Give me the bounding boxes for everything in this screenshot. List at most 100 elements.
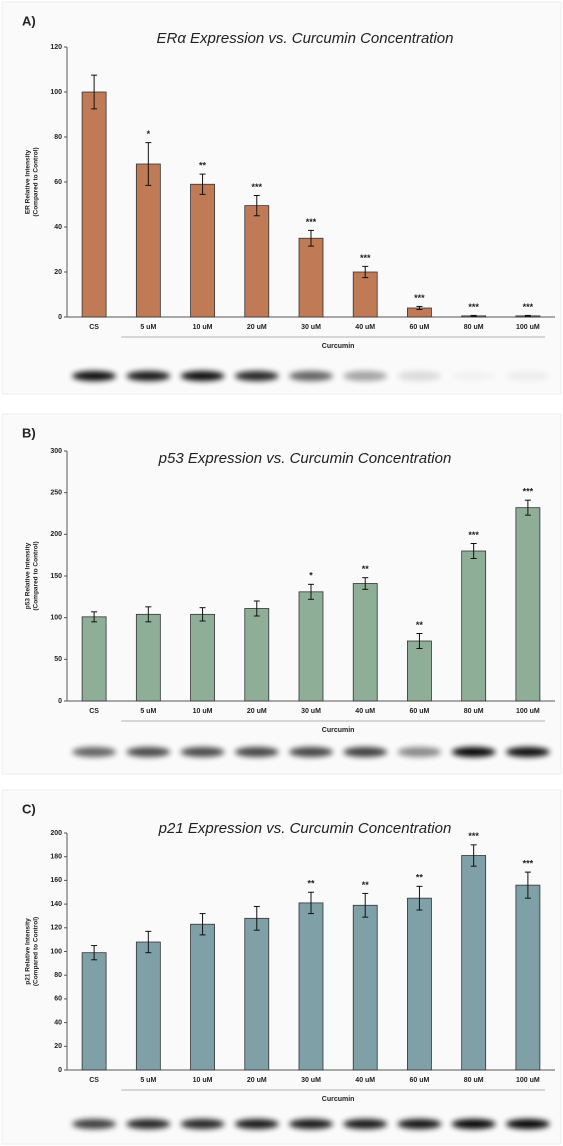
blot-band (343, 371, 387, 381)
blot-band (343, 747, 387, 757)
significance: ** (416, 873, 424, 883)
chart-title: ERα Expression vs. Curcumin Concentratio… (156, 30, 453, 47)
blot-band (289, 371, 333, 381)
x-tick-label: 100 uM (516, 708, 540, 715)
y-axis-label: (Compared to Control) (33, 541, 40, 610)
y-tick-label: 180 (50, 854, 62, 861)
y-tick-label: 40 (54, 1019, 62, 1026)
figure: A) ERα Expression vs. Curcumin Concentrat… (0, 0, 563, 1146)
bar (191, 924, 215, 1070)
y-tick-label: 60 (54, 179, 62, 186)
x-tick-label: 100 uM (516, 1077, 540, 1084)
bar (191, 614, 215, 701)
bar (353, 272, 377, 317)
y-axis-label: (Compared to Control) (33, 147, 40, 216)
y-tick-label: 120 (50, 925, 62, 932)
significance: *** (523, 858, 534, 868)
bar (82, 92, 106, 317)
significance: ** (307, 879, 315, 889)
y-tick-label: 100 (50, 948, 62, 955)
blot-band (506, 1119, 550, 1129)
x-tick-label: 20 uM (247, 1077, 267, 1084)
significance: * (309, 571, 313, 581)
significance: *** (252, 182, 263, 192)
blot-band (452, 747, 496, 757)
blot-band (452, 1119, 496, 1129)
blot-band (506, 371, 550, 381)
bar (299, 238, 323, 317)
x-tick-label: 40 uM (355, 1077, 375, 1084)
significance: * (147, 129, 151, 139)
y-tick-label: 250 (50, 490, 62, 497)
panel-label: A) (22, 13, 36, 28)
y-axis-label: ER Relative Intensity (25, 149, 32, 214)
y-tick-label: 0 (58, 698, 62, 705)
significance: ** (416, 620, 424, 630)
y-tick-label: 0 (58, 314, 62, 321)
blot-band (506, 747, 550, 757)
significance: *** (414, 293, 425, 303)
y-tick-label: 40 (54, 224, 62, 231)
y-tick-label: 100 (50, 615, 62, 622)
bar (407, 898, 431, 1070)
bar (353, 905, 377, 1070)
blot-band (289, 747, 333, 757)
significance: *** (523, 487, 534, 497)
x-tick-label: 20 uM (247, 708, 267, 715)
x-tick-label: 80 uM (464, 1077, 484, 1084)
y-tick-label: 140 (50, 901, 62, 908)
y-tick-label: 150 (50, 573, 62, 580)
blot-band (397, 1119, 441, 1129)
y-tick-label: 80 (54, 134, 62, 141)
bar (82, 617, 106, 701)
y-tick-label: 20 (54, 269, 62, 276)
bar (245, 918, 269, 1070)
significance: *** (468, 302, 479, 312)
x-tick-label: 5 uM (140, 324, 156, 331)
panel-label: B) (22, 425, 36, 440)
blot-band (289, 1119, 333, 1129)
significance: *** (468, 831, 479, 841)
panel-label: C) (22, 801, 36, 816)
blot-band (126, 371, 170, 381)
x-tick-label: 80 uM (464, 324, 484, 331)
y-tick-label: 200 (50, 830, 62, 837)
chart-title: p21 Expression vs. Curcumin Concentratio… (158, 820, 452, 837)
x-tick-label: 60 uM (410, 324, 430, 331)
blot-band (181, 747, 225, 757)
blot-band (126, 747, 170, 757)
significance: *** (360, 253, 371, 263)
x-tick-label: 5 uM (140, 1077, 156, 1084)
x-tick-label: 10 uM (193, 708, 213, 715)
x-axis-label: Curcumin (322, 727, 355, 734)
bar (462, 551, 486, 701)
x-axis-label: Curcumin (322, 1096, 355, 1103)
bar (191, 184, 215, 317)
blot-band (126, 1119, 170, 1129)
chart-title: p53 Expression vs. Curcumin Concentratio… (158, 450, 452, 467)
y-tick-label: 20 (54, 1043, 62, 1050)
blot-band (72, 371, 116, 381)
x-axis-label: Curcumin (322, 343, 355, 350)
x-tick-label: 30 uM (301, 1077, 321, 1084)
x-tick-label: 10 uM (193, 1077, 213, 1084)
bar (136, 164, 160, 317)
y-tick-label: 80 (54, 972, 62, 979)
blot-band (397, 747, 441, 757)
x-tick-label: 40 uM (355, 708, 375, 715)
y-axis-label: (Compared to Control) (33, 917, 40, 986)
blot-band (452, 371, 496, 381)
x-tick-label: 30 uM (301, 324, 321, 331)
blot-band (72, 1119, 116, 1129)
x-tick-label: CS (89, 1077, 99, 1084)
bar (516, 885, 540, 1070)
significance: *** (468, 530, 479, 540)
y-axis-label: p53 Relative Intensity (25, 542, 32, 609)
blot-band (235, 747, 279, 757)
y-tick-label: 50 (54, 656, 62, 663)
significance: ** (362, 880, 370, 890)
blot-band (181, 371, 225, 381)
bar (299, 903, 323, 1070)
blot-band (397, 371, 441, 381)
x-tick-label: 40 uM (355, 324, 375, 331)
